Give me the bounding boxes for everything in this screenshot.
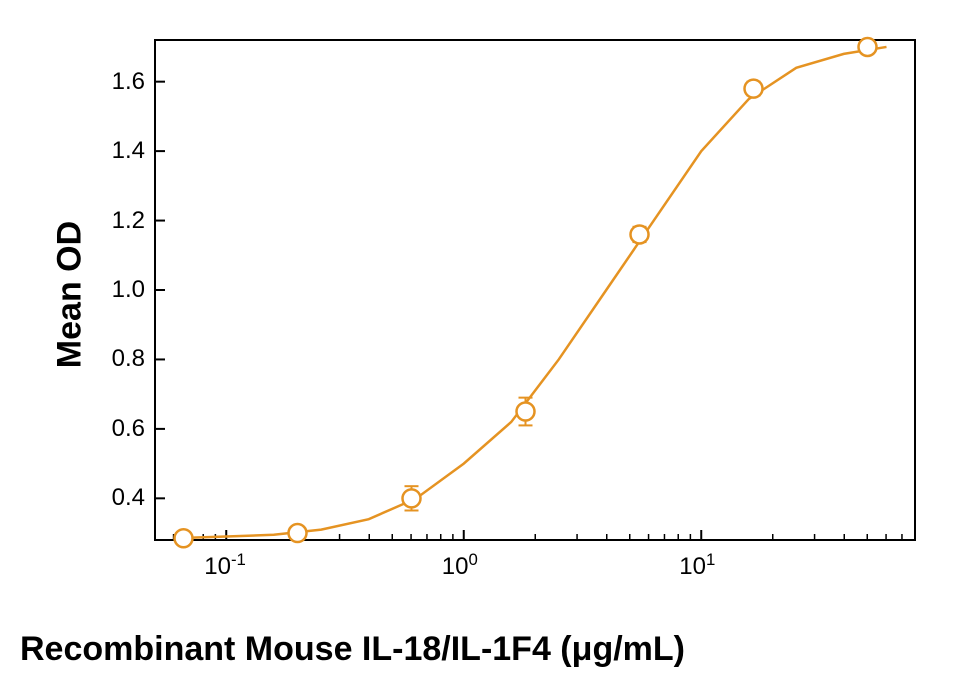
- x-tick-label: 100: [442, 550, 478, 581]
- x-axis-label: Recombinant Mouse IL-18/IL-1F4 (μg/mL): [20, 630, 685, 669]
- y-tick-label: 0.6: [112, 415, 145, 443]
- y-axis-label: Mean OD: [51, 195, 90, 395]
- x-axis-label-prefix: Recombinant Mouse IL-18/IL-1F4 (: [20, 630, 572, 668]
- chart-container: Mean OD Recombinant Mouse IL-18/IL-1F4 (…: [0, 0, 979, 690]
- y-tick-label: 1.0: [112, 276, 145, 304]
- chart-svg: [0, 0, 979, 690]
- y-tick-label: 1.2: [112, 207, 145, 235]
- y-axis-label-text: Mean OD: [51, 221, 89, 368]
- x-tick-label: 10-1: [204, 550, 246, 581]
- y-tick-label: 1.6: [112, 68, 145, 96]
- x-axis-label-mu: μ: [572, 630, 593, 668]
- y-tick-label: 0.4: [112, 484, 145, 512]
- x-axis-label-suffix: g/mL): [592, 630, 685, 668]
- y-tick-label: 1.4: [112, 137, 145, 165]
- y-tick-label: 0.8: [112, 345, 145, 373]
- x-tick-label: 101: [679, 550, 715, 581]
